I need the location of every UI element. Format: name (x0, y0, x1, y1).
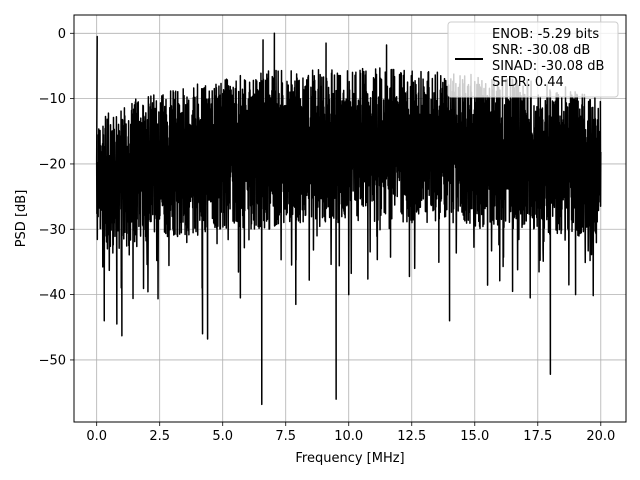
x-tick-label: 15.0 (460, 429, 489, 444)
plot-frame (73, 14, 627, 423)
legend-entry-sfdr: SFDR: 0.44 (492, 75, 564, 90)
legend-entry-sinad: SINAD: -30.08 dB (492, 59, 604, 74)
y-tick-label: −40 (39, 288, 66, 303)
y-tick-label: −10 (39, 92, 66, 107)
legend-entry-snr: SNR: -30.08 dB (492, 43, 590, 58)
x-axis-label: Frequency [MHz] (295, 451, 404, 466)
psd-trace (95, 32, 602, 406)
y-tick-label: −30 (39, 223, 66, 238)
y-tick-label: 0 (58, 27, 66, 42)
x-tick-label: 0.0 (86, 429, 107, 444)
psd-line-series (95, 32, 602, 406)
x-tick-label: 12.5 (397, 429, 426, 444)
y-axis-label: PSD [dB] (14, 190, 29, 248)
x-tick-label: 5.0 (212, 429, 233, 444)
y-axis-ticks: 0 −10 −20 −30 −40 −50 (39, 27, 74, 368)
x-tick-label: 2.5 (149, 429, 170, 444)
x-axis-ticks: 0.0 2.5 5.0 7.5 10.0 12.5 15.0 17.5 20.0 (86, 422, 615, 444)
legend: ENOB: -5.29 bits SNR: -30.08 dB SINAD: -… (447, 21, 619, 98)
x-tick-label: 7.5 (275, 429, 296, 444)
y-tick-label: −20 (39, 157, 66, 172)
legend-entry-enob: ENOB: -5.29 bits (492, 27, 599, 42)
legend-box (447, 21, 619, 98)
x-tick-label: 20.0 (586, 429, 615, 444)
x-tick-label: 17.5 (523, 429, 552, 444)
y-tick-label: −50 (39, 353, 66, 368)
x-tick-label: 10.0 (334, 429, 363, 444)
